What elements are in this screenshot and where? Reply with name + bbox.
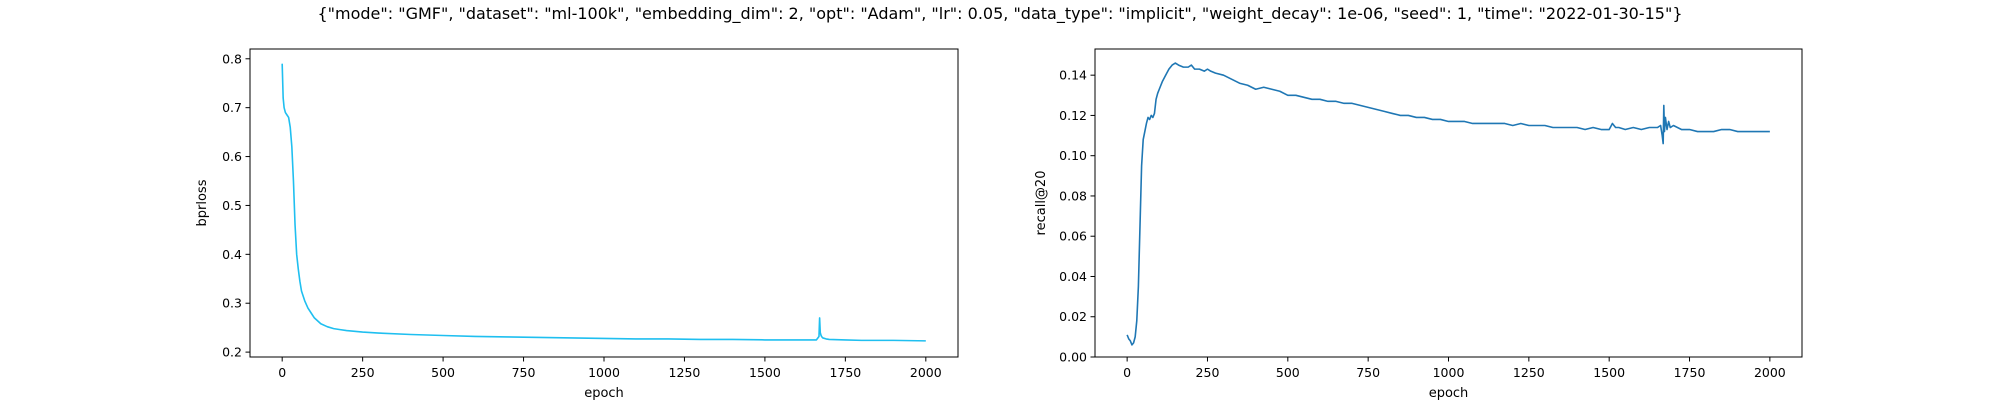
recall-y-tick-label: 0.02	[1059, 309, 1087, 324]
recall-chart: 0 250 500 750 1000 1250 1500 1750 2000 0.00 0.02 0.…	[1034, 48, 1803, 400]
recall-y-tick-label: 0.08	[1059, 188, 1087, 203]
bprloss-y-tick-label: 0.3	[222, 296, 242, 311]
bprloss-x-axis-label: epoch	[584, 386, 624, 400]
recall-axes-frame	[1094, 48, 1803, 358]
bprloss-chart: 0 250 500 750 1000 1250 1500 1750 2000 0.2 0.3 0.4 0…	[195, 48, 959, 400]
recall-y-tick-label: 0.14	[1059, 68, 1087, 83]
bprloss-x-tick-label: 0	[278, 365, 286, 380]
recall-y-tick-label: 0.04	[1059, 269, 1087, 284]
recall-x-tick-label: 1750	[1674, 365, 1706, 380]
recall-x-tick-label: 250	[1196, 365, 1220, 380]
recall-x-tick-label: 500	[1276, 365, 1300, 380]
bprloss-x-tick-label: 1000	[588, 365, 620, 380]
figure-title: {"mode": "GMF", "dataset": "ml-100k", "e…	[317, 4, 1683, 23]
bprloss-axes-frame	[249, 48, 959, 358]
bprloss-y-tick-label: 0.2	[222, 345, 242, 360]
bprloss-x-tick-label: 500	[431, 365, 455, 380]
recall-y-axis-label: recall@20	[1034, 171, 1049, 236]
recall-x-tick-label: 2000	[1754, 365, 1786, 380]
bprloss-y-axis-label: bprloss	[195, 179, 210, 226]
recall-x-tick-label: 0	[1123, 365, 1131, 380]
recall-x-axis-label: epoch	[1429, 386, 1469, 400]
bprloss-y-tick-label: 0.6	[222, 149, 242, 164]
bprloss-y-tick-label: 0.8	[222, 51, 242, 66]
recall-y-tick-label: 0.06	[1059, 229, 1087, 244]
recall-x-tick-label: 1500	[1593, 365, 1625, 380]
recall-y-tick-label: 0.10	[1059, 148, 1087, 163]
bprloss-x-tick-label: 1500	[749, 365, 781, 380]
recall-y-tick-label: 0.12	[1059, 108, 1087, 123]
recall-series-line	[1126, 62, 1770, 346]
bprloss-x-tick-label: 2000	[910, 365, 942, 380]
recall-y-tick-label: 0.00	[1059, 350, 1087, 365]
recall-x-tick-label: 1250	[1513, 365, 1545, 380]
bprloss-x-tick-label: 1250	[669, 365, 701, 380]
bprloss-x-tick-label: 750	[512, 365, 536, 380]
bprloss-y-tick-label: 0.5	[222, 198, 242, 213]
recall-x-tick-label: 750	[1356, 365, 1380, 380]
bprloss-x-tick-label: 250	[351, 365, 375, 380]
bprloss-y-tick-label: 0.7	[222, 100, 242, 115]
recall-x-tick-label: 1000	[1433, 365, 1465, 380]
bprloss-series-line	[281, 63, 926, 342]
bprloss-x-tick-label: 1750	[829, 365, 861, 380]
bprloss-y-tick-label: 0.4	[222, 247, 242, 262]
